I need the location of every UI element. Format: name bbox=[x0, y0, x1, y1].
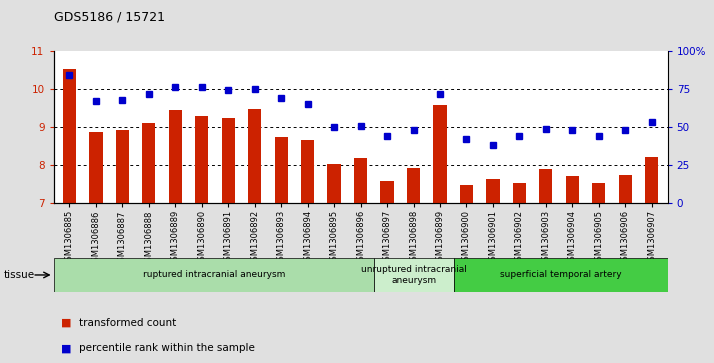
Bar bbox=[195, 115, 208, 203]
Bar bbox=[460, 185, 473, 203]
Bar bbox=[618, 175, 632, 203]
Text: ruptured intracranial aneurysm: ruptured intracranial aneurysm bbox=[143, 270, 285, 280]
Text: transformed count: transformed count bbox=[79, 318, 176, 328]
Bar bbox=[381, 181, 393, 203]
Bar bbox=[116, 130, 129, 203]
Text: tissue: tissue bbox=[4, 270, 35, 280]
Bar bbox=[539, 169, 553, 203]
Bar bbox=[54, 258, 374, 292]
Bar bbox=[275, 137, 288, 203]
Bar bbox=[433, 105, 446, 203]
Bar bbox=[454, 258, 668, 292]
Bar bbox=[301, 140, 314, 203]
Bar bbox=[354, 158, 367, 203]
Bar bbox=[169, 110, 182, 203]
Text: GDS5186 / 15721: GDS5186 / 15721 bbox=[54, 11, 164, 24]
Text: superficial temporal artery: superficial temporal artery bbox=[500, 270, 622, 280]
Text: percentile rank within the sample: percentile rank within the sample bbox=[79, 343, 254, 354]
Bar bbox=[248, 109, 261, 203]
Text: ■: ■ bbox=[61, 343, 71, 354]
Bar bbox=[142, 123, 156, 203]
Bar bbox=[513, 183, 526, 203]
Bar bbox=[565, 176, 579, 203]
Bar bbox=[328, 164, 341, 203]
Bar bbox=[63, 69, 76, 203]
Text: ■: ■ bbox=[61, 318, 71, 328]
Text: unruptured intracranial
aneurysm: unruptured intracranial aneurysm bbox=[361, 265, 467, 285]
Bar bbox=[645, 157, 658, 203]
Bar bbox=[407, 168, 420, 203]
Bar bbox=[89, 132, 103, 203]
Bar bbox=[221, 118, 235, 203]
Bar bbox=[374, 258, 454, 292]
Bar bbox=[592, 183, 605, 203]
Bar bbox=[486, 179, 500, 203]
